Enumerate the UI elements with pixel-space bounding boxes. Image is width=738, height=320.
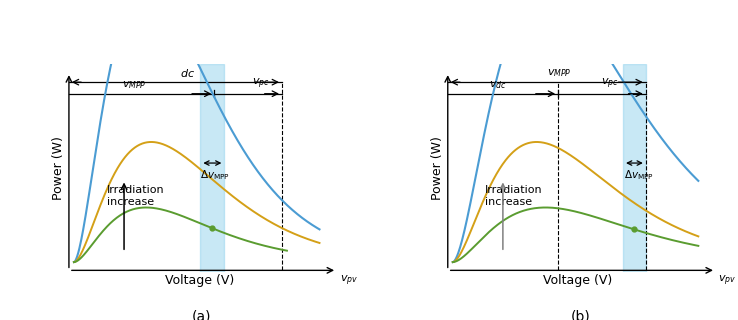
Text: $dc$: $dc$ <box>180 67 196 79</box>
Text: $\Delta v_{\mathrm{MPP}}$: $\Delta v_{\mathrm{MPP}}$ <box>624 168 655 182</box>
Text: (b): (b) <box>570 309 590 320</box>
Text: $v_{pv}$: $v_{pv}$ <box>718 274 737 288</box>
Text: Voltage (V): Voltage (V) <box>543 274 613 287</box>
Bar <box>623 64 646 272</box>
Text: $\Delta v_{\mathrm{MPP}}$: $\Delta v_{\mathrm{MPP}}$ <box>200 168 230 182</box>
Text: $v_{pv}$: $v_{pv}$ <box>339 274 358 288</box>
Text: (a): (a) <box>192 309 212 320</box>
Text: Voltage (V): Voltage (V) <box>165 274 234 287</box>
Text: Irradiation
increase: Irradiation increase <box>486 185 543 207</box>
Text: Irradiation
increase: Irradiation increase <box>106 185 164 207</box>
Text: $v_{MPP}$: $v_{MPP}$ <box>123 79 147 91</box>
Text: $v_{pc}$: $v_{pc}$ <box>252 77 269 91</box>
Bar <box>201 64 224 272</box>
Text: Power (W): Power (W) <box>431 136 444 200</box>
Text: $v_{dc}$: $v_{dc}$ <box>489 79 507 91</box>
Text: Power (W): Power (W) <box>52 136 65 200</box>
Text: $v_{MPP}$: $v_{MPP}$ <box>547 67 572 79</box>
Text: $v_{pc}$: $v_{pc}$ <box>601 77 618 91</box>
